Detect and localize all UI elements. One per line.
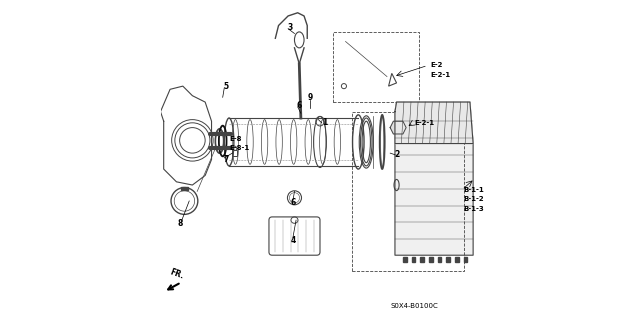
Polygon shape: [390, 121, 406, 134]
Bar: [412, 257, 415, 262]
Text: B-1-3: B-1-3: [463, 206, 484, 212]
Text: 6: 6: [291, 198, 296, 207]
Bar: [403, 257, 407, 262]
Bar: [446, 257, 450, 262]
Bar: [420, 257, 424, 262]
Text: 2: 2: [394, 150, 399, 159]
Text: E-2-1: E-2-1: [414, 120, 434, 126]
Text: 5: 5: [223, 82, 228, 91]
Text: E-8: E-8: [229, 136, 241, 142]
Bar: [352, 112, 463, 271]
Bar: [455, 257, 459, 262]
Text: FR.: FR.: [169, 268, 185, 281]
Text: 9: 9: [307, 93, 312, 102]
Text: E-2: E-2: [430, 63, 442, 68]
Bar: [333, 32, 419, 102]
Text: 1: 1: [322, 118, 328, 127]
Text: 7: 7: [223, 155, 228, 164]
Text: 8: 8: [177, 219, 183, 228]
Polygon shape: [395, 102, 473, 144]
Text: E-8-1: E-8-1: [229, 145, 250, 151]
Bar: [463, 257, 467, 262]
Bar: [232, 150, 237, 156]
Polygon shape: [395, 102, 473, 255]
Text: B-1-2: B-1-2: [463, 197, 484, 202]
Text: 4: 4: [291, 236, 296, 245]
Text: 6: 6: [297, 101, 302, 110]
Text: B-1-1: B-1-1: [463, 187, 484, 193]
Text: S0X4-B0100C: S0X4-B0100C: [390, 303, 438, 309]
Bar: [181, 187, 188, 190]
Bar: [429, 257, 433, 262]
Text: 3: 3: [287, 23, 292, 32]
Text: E-2-1: E-2-1: [430, 72, 450, 78]
Bar: [438, 257, 442, 262]
